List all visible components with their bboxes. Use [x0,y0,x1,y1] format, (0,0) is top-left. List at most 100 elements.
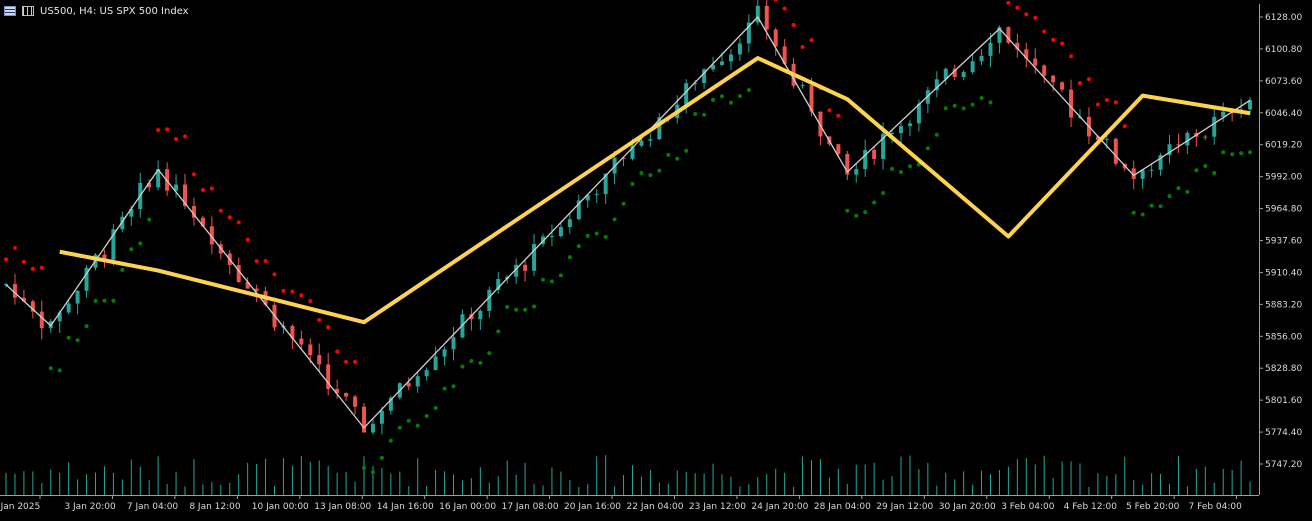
candle-body [120,216,125,230]
candle-body [782,46,787,64]
symbol-title: US500, H4: US SPX 500 Index [40,5,189,17]
sar-dot [988,100,993,105]
sar-dot [290,289,295,294]
candle-body [603,173,608,195]
zigzag-slow-line [59,56,1251,325]
candle-body [585,195,590,201]
sar-dot [952,103,957,108]
sar-dot [388,438,393,443]
sar-dot [1113,100,1118,105]
candle-body [854,169,859,175]
sar-dot [138,241,143,246]
sar-dot [1194,168,1199,173]
time-tick-label: 5 Feb 20:00 [1126,502,1180,512]
candle-body [4,284,8,286]
sar-dot [111,298,116,303]
sar-dot [317,318,322,323]
sar-dot [648,173,653,178]
sar-dot [281,288,286,293]
candle-body [630,145,635,159]
sar-dot [1140,212,1145,217]
candle-body [836,144,841,154]
sar-dot [1158,204,1163,209]
sar-dot [84,324,89,329]
candle-body [532,244,537,271]
candle-body [899,126,903,134]
sar-dot [1078,81,1082,86]
chart-type-icon[interactable] [22,6,34,16]
candle-body [549,235,554,237]
candle-body [451,337,456,350]
sar-dot [1104,97,1109,102]
candle-body [433,356,438,371]
candle-body [684,83,689,105]
sar-dot [899,170,903,175]
sar-dot [702,112,707,117]
sar-dot [57,368,62,373]
candle-body [737,43,742,55]
candles [4,0,1253,435]
candle-body [809,85,814,112]
sar-dot [863,210,868,215]
sar-dot [1006,0,1011,5]
sar-dot [1086,77,1091,82]
candle-body [755,5,760,23]
sar-dot [236,220,241,225]
sar-dot [1185,189,1190,194]
sar-dot [630,181,635,186]
candle-body [818,111,823,137]
sar-dot [1212,170,1217,175]
candle-body [1131,168,1136,179]
sar-dot [621,201,626,206]
sar-dot [809,38,814,43]
candle-body [370,423,375,433]
sar-dot [1051,37,1056,42]
candle-body [1033,58,1038,66]
candle-body [970,61,975,73]
sar-dot [737,94,742,99]
candle-body [979,55,984,62]
sar-dot [612,217,617,222]
time-tick-label: 3 Feb 04:00 [1001,502,1055,512]
sar-dot [66,335,71,340]
sar-dot [1033,15,1038,20]
price-tick-label: 6019.20 [1265,141,1302,151]
candle-body [961,72,966,77]
sar-dot [827,108,832,113]
sar-dot [532,304,537,309]
time-tick-label: 24 Jan 20:00 [751,502,808,512]
sar-dot [1024,12,1029,17]
candle-body [326,364,331,389]
sar-dot [200,187,205,192]
candle-body [353,396,358,407]
sar-dot [836,113,841,118]
candle-body [21,297,26,302]
candle-body [379,410,384,424]
sar-dot [1167,194,1172,199]
price-tick-label: 5828.80 [1265,364,1302,374]
candle-body [1185,132,1190,146]
zigzag-slow [59,56,1251,325]
time-tick-label: 7 Jan 04:00 [127,502,179,512]
time-tick-label: 16 Jan 00:00 [439,502,496,512]
sar-dot [746,88,751,93]
sar-dot [227,215,232,220]
sar-dot [183,134,187,139]
candle-body [1006,27,1011,43]
sar-dot [1060,41,1065,46]
time-tick-label: 10 Jan 00:00 [252,502,309,512]
sar-dot [1248,150,1253,155]
time-tick-label: 17 Jan 08:00 [502,502,559,512]
sar-dot [147,217,152,222]
symbol-list-icon[interactable] [4,6,16,16]
candle-body [344,393,349,397]
price-tick-label: 6128.00 [1265,13,1302,23]
sar-dot [370,470,375,475]
sar-dot [675,156,680,161]
sar-dot [567,255,572,260]
sar-dot [30,266,35,271]
sar-dot [1122,124,1127,129]
price-tick-label: 5856.00 [1265,332,1302,342]
